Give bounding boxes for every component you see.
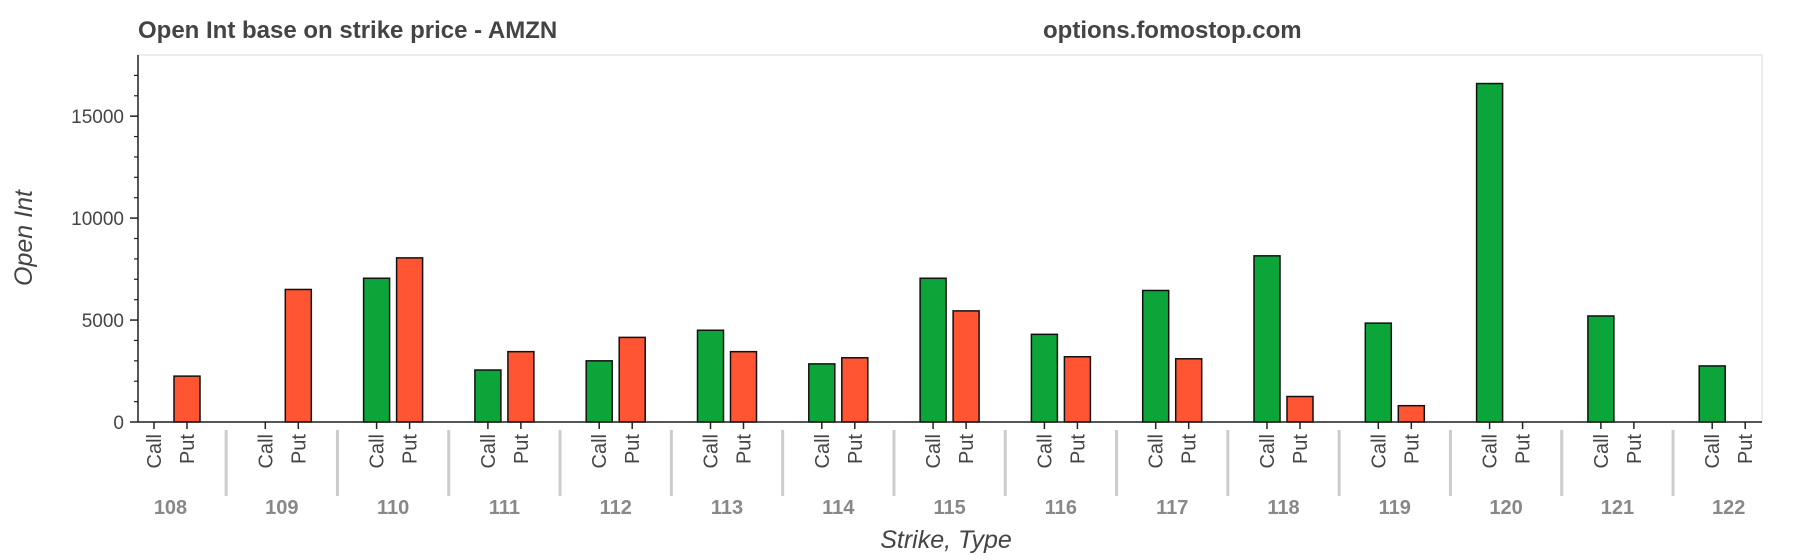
x-tick-label-call: Call (1034, 434, 1056, 468)
strike-group-label: 115 (933, 497, 965, 519)
x-tick-label-put: Put (1735, 434, 1757, 464)
bars-layer (173, 82, 1726, 423)
bar-call-121 (1587, 315, 1615, 423)
strike-group-label: 119 (1379, 497, 1411, 519)
bar-put-113 (729, 350, 758, 423)
chart-title: Open Int base on strike price - AMZN (138, 17, 557, 44)
x-tick-label-put: Put (1179, 434, 1201, 464)
x-tick-label-put: Put (1513, 434, 1535, 464)
y-axis: 0 5000 10000 15000 (71, 55, 139, 434)
x-tick-label-put: Put (622, 434, 644, 464)
x-tick-label-call: Call (478, 434, 500, 468)
bar-call-110 (362, 277, 391, 423)
bar-call-112 (585, 360, 613, 423)
bar-call-117 (1141, 289, 1170, 423)
strike-group-label: 112 (600, 497, 632, 519)
bar-call-111 (474, 369, 502, 423)
x-tick-label-call: Call (1591, 434, 1613, 468)
bar-put-116 (1063, 356, 1092, 423)
x-tick-label-call: Call (255, 434, 277, 468)
bar-call-119 (1364, 322, 1393, 423)
bar-put-118 (1286, 395, 1314, 423)
strike-group-label: 111 (489, 497, 520, 519)
strike-group-label: 113 (711, 497, 743, 519)
x-tick-label-put: Put (511, 434, 533, 464)
bar-put-112 (618, 336, 646, 423)
strike-group-label: 114 (822, 497, 855, 519)
strike-group-label: 110 (377, 497, 409, 519)
bar-call-113 (696, 329, 725, 423)
x-tick-label-call: Call (589, 434, 611, 468)
bar-put-110 (395, 257, 424, 423)
x-tick-label-put: Put (1067, 434, 1089, 464)
y-tick-label: 5000 (82, 311, 124, 332)
strike-group-label: 121 (1601, 497, 1634, 519)
x-tick-label-put: Put (1290, 434, 1312, 464)
x-tick-label-put: Put (1401, 434, 1423, 464)
strike-group-label: 117 (1156, 497, 1188, 519)
x-tick-label-put: Put (956, 434, 978, 464)
y-axis-label: Open Int (10, 189, 38, 286)
strike-group-label: 122 (1712, 497, 1745, 519)
x-tick-label-call: Call (144, 434, 166, 468)
bar-put-108 (173, 375, 201, 423)
watermark-url: options.fomostop.com (1043, 17, 1302, 44)
x-tick-label-call: Call (1480, 434, 1502, 468)
y-tick-label: 10000 (71, 209, 124, 230)
x-axis: Call Put 108 Call Put 109 Call Put 110 Call Put 111… (138, 421, 1762, 519)
x-tick-label-call: Call (1702, 434, 1724, 468)
strike-group-label: 108 (154, 497, 187, 519)
bar-call-116 (1030, 333, 1059, 423)
x-tick-label-call: Call (1146, 434, 1168, 468)
bar-call-120 (1475, 82, 1504, 423)
strike-group-label: 116 (1045, 497, 1077, 519)
x-tick-label-call: Call (812, 434, 834, 468)
bar-put-109 (284, 288, 313, 423)
bar-put-114 (841, 357, 869, 423)
x-tick-label-put: Put (288, 434, 310, 464)
bar-put-111 (507, 350, 535, 423)
x-tick-label-put: Put (734, 434, 756, 464)
x-tick-label-put: Put (1624, 434, 1646, 464)
x-tick-label-put: Put (400, 434, 422, 464)
x-tick-label-call: Call (923, 434, 945, 468)
x-tick-label-call: Call (367, 434, 389, 468)
x-tick-label-put: Put (845, 434, 867, 464)
bar-call-115 (919, 277, 947, 423)
bar-call-118 (1253, 255, 1281, 423)
x-tick-label-call: Call (1368, 434, 1390, 468)
x-tick-label-put: Put (177, 434, 199, 464)
x-tick-label-call: Call (1257, 434, 1279, 468)
bar-put-115 (952, 310, 980, 423)
y-tick-label: 15000 (71, 107, 124, 128)
bar-put-117 (1174, 358, 1203, 423)
x-axis-label: Strike, Type (880, 526, 1012, 554)
bar-call-114 (808, 363, 836, 423)
x-tick-label-call: Call (701, 434, 723, 468)
bar-put-119 (1397, 404, 1426, 423)
strike-group-label: 120 (1489, 497, 1522, 519)
bar-call-122 (1698, 365, 1726, 423)
y-tick-label: 0 (113, 413, 124, 434)
strike-group-label: 118 (1267, 497, 1299, 519)
strike-group-label: 109 (265, 497, 298, 519)
